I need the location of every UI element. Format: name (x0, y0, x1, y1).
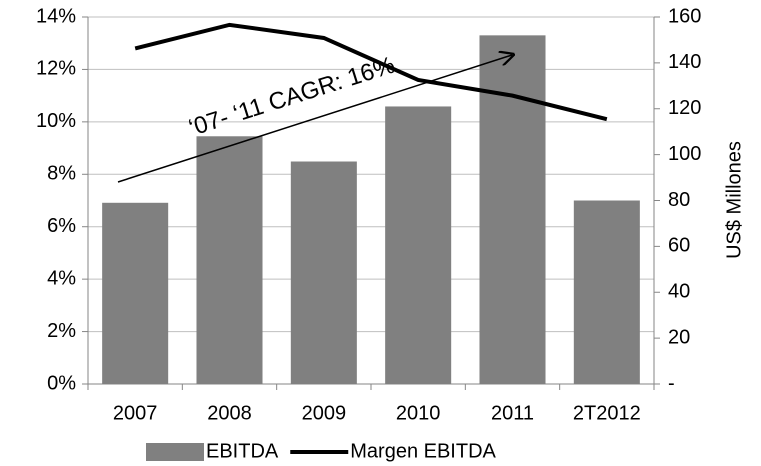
y-tick-label: 8% (47, 163, 76, 185)
y-tick-label: 6% (47, 215, 76, 237)
line (134, 22, 608, 122)
y-tick-label: 4% (47, 267, 76, 289)
y-tick-label: 14% (36, 5, 76, 27)
bar (290, 161, 357, 384)
y2-tick-label: 80 (668, 189, 690, 211)
legend-swatch (146, 443, 204, 461)
y-tick-label: 12% (36, 58, 76, 80)
x-tick-label: 2010 (396, 402, 441, 424)
y2-tick-label: 160 (668, 5, 701, 27)
x-tick-label: 2008 (207, 402, 252, 424)
bar (385, 106, 452, 385)
y-tick-label: 10% (36, 110, 76, 132)
y-tick-label: 0% (47, 372, 76, 394)
y2-tick-label: 120 (668, 97, 701, 119)
y2-tick-label: 40 (668, 281, 690, 303)
bar (573, 200, 640, 384)
y2-tick-label: - (668, 372, 675, 394)
annotation: ‘07- ‘11 CAGR: 16% (186, 52, 399, 142)
x-tick-label: 2007 (113, 402, 158, 424)
x-tick-label: 2011 (491, 402, 534, 424)
bar (479, 35, 546, 384)
y2-tick-label: 100 (668, 143, 701, 165)
y2-axis-label: US$ Millones (723, 141, 745, 259)
legend-label: EBITDA (206, 440, 279, 462)
y-tick-label: 2% (47, 320, 76, 342)
y2-tick-label: 20 (668, 326, 690, 348)
y2-tick-label: 140 (668, 51, 701, 73)
y2-tick-label: 60 (668, 235, 690, 257)
x-tick-label: 2009 (302, 402, 347, 424)
bar (196, 136, 263, 384)
x-tick-label: 2T2012 (573, 402, 641, 424)
legend-label: Margen EBITDA (350, 440, 496, 462)
annotation-arrow (117, 55, 512, 183)
bar (102, 202, 169, 384)
